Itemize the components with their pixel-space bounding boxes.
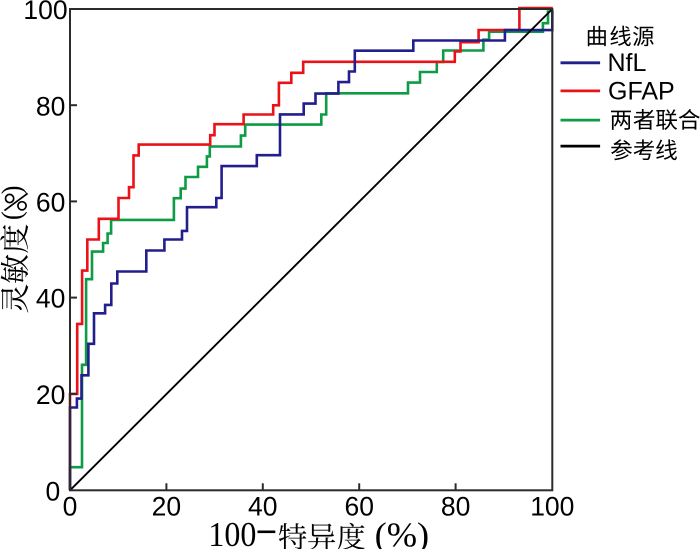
- svg-text:80: 80: [36, 91, 65, 121]
- svg-text:20: 20: [36, 380, 65, 410]
- svg-text:60: 60: [36, 188, 65, 218]
- svg-text:60: 60: [344, 492, 373, 522]
- svg-text:): ): [0, 186, 27, 195]
- svg-text:100: 100: [208, 516, 256, 549]
- svg-text:80: 80: [441, 492, 470, 522]
- svg-text:(%): (%): [375, 515, 430, 549]
- svg-text:40: 40: [248, 492, 277, 522]
- svg-text:40: 40: [36, 284, 65, 314]
- svg-text:100: 100: [23, 0, 67, 25]
- svg-text:GFAP: GFAP: [608, 78, 675, 106]
- svg-text:20: 20: [152, 492, 181, 522]
- svg-text:NfL: NfL: [608, 49, 647, 77]
- svg-text:100: 100: [530, 492, 574, 522]
- svg-text:0: 0: [63, 492, 78, 522]
- svg-text:(: (: [0, 211, 27, 220]
- svg-text:0: 0: [46, 476, 61, 506]
